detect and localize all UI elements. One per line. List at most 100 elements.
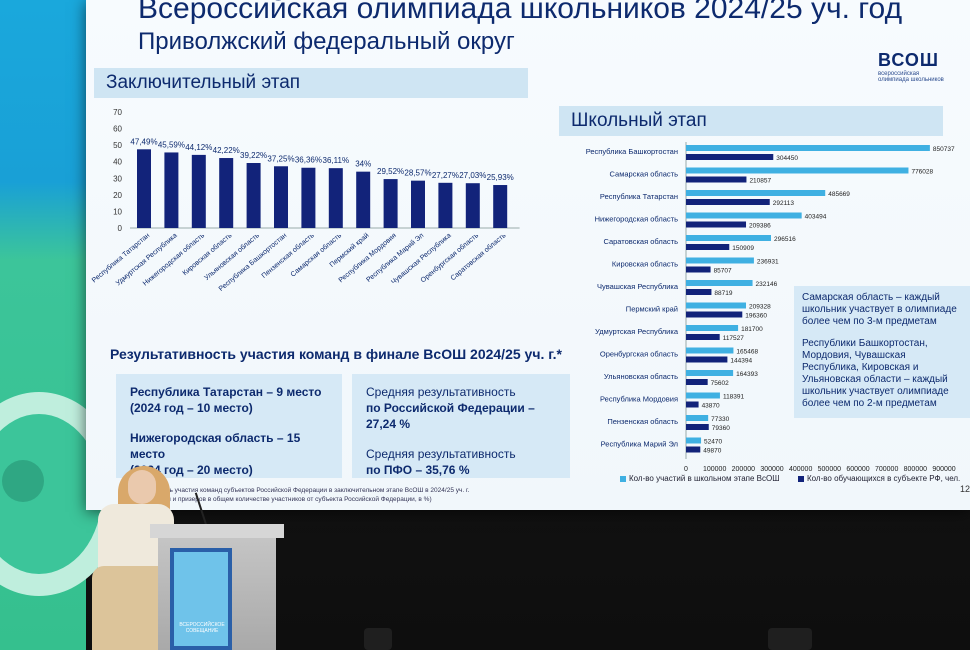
bar bbox=[191, 154, 206, 228]
bar-value-label: 49870 bbox=[703, 448, 721, 455]
bar-value-label: 39,22% bbox=[240, 151, 267, 160]
slide-title: Всероссийская олимпиада школьников 2024/… bbox=[138, 0, 903, 25]
x-tick-label: Самарская область bbox=[289, 231, 343, 278]
bar bbox=[219, 158, 234, 228]
bar bbox=[383, 179, 398, 228]
speaker-face bbox=[128, 470, 156, 504]
bar-value-label: 85707 bbox=[714, 268, 732, 275]
bar bbox=[438, 182, 453, 228]
bar-value-label: 77330 bbox=[711, 416, 729, 423]
bar-value-label: 210857 bbox=[749, 178, 771, 185]
y-tick-label: Удмуртская Республика bbox=[595, 327, 679, 336]
bar-participations bbox=[686, 437, 702, 444]
bar-value-label: 196360 bbox=[745, 313, 767, 320]
bar-value-label: 209328 bbox=[749, 304, 771, 311]
bar-participations bbox=[686, 167, 909, 174]
bar-value-label: 485669 bbox=[828, 191, 850, 198]
school-stage-chart: Республика Башкортостан 850737 304450 Самар… bbox=[586, 142, 956, 472]
footnote: тивность участия команд субъектов Россий… bbox=[146, 486, 576, 504]
bar-value-label: 164393 bbox=[736, 371, 758, 378]
bar-value-label: 181700 bbox=[741, 326, 763, 333]
ranking-line: Нижегородская область – 15 место bbox=[130, 431, 301, 461]
bar-students bbox=[686, 199, 770, 205]
bar-value-label: 296516 bbox=[774, 236, 796, 243]
y-tick-label: 50 bbox=[113, 141, 122, 150]
logo-subtext: всероссийская олимпиада школьников bbox=[878, 71, 944, 83]
bar bbox=[301, 167, 316, 228]
bar-value-label: 29,52% bbox=[377, 167, 404, 176]
y-tick-label: Чувашская Республика bbox=[597, 282, 679, 291]
bar-value-label: 25,93% bbox=[487, 173, 514, 182]
bar-value-label: 47,49% bbox=[130, 137, 157, 146]
bar-students bbox=[686, 176, 747, 183]
y-tick-label: 0 bbox=[118, 224, 123, 233]
bar-value-label: 304450 bbox=[776, 155, 798, 162]
bar bbox=[328, 168, 343, 228]
slide-subtitle: Приволжский федеральный округ bbox=[138, 28, 515, 55]
bar-value-label: 36,11% bbox=[323, 156, 350, 165]
bar-value-label: 45,59% bbox=[158, 140, 185, 149]
ranking-box: Республика Татарстан – 9 место (2024 год… bbox=[116, 374, 342, 478]
bar-students bbox=[686, 356, 728, 363]
x-tick-label: Пензенская область bbox=[260, 231, 316, 280]
y-tick-label: Ульяновская область bbox=[604, 372, 678, 381]
bar-participations bbox=[686, 415, 709, 421]
bar-value-label: 43870 bbox=[702, 403, 720, 410]
legend-item: Кол-во обучающихся в субъекте РФ, чел. bbox=[798, 474, 960, 483]
bar-value-label: 36,36% bbox=[295, 156, 322, 165]
callout-note: Самарская область – каждый школьник учас… bbox=[794, 286, 970, 418]
bar-students bbox=[686, 154, 774, 160]
average-line: по ПФО – 35,76 % bbox=[366, 463, 470, 477]
side-screen-dot bbox=[2, 460, 44, 502]
y-tick-label: 70 bbox=[113, 108, 122, 117]
bar-value-label: 34% bbox=[355, 160, 371, 169]
y-tick-label: 10 bbox=[113, 207, 122, 216]
bar bbox=[274, 166, 288, 228]
presentation-slide: Всероссийская олимпиада школьников 2024/… bbox=[86, 0, 970, 510]
bar-value-label: 44,12% bbox=[185, 143, 212, 152]
bar-value-label: 75602 bbox=[711, 380, 729, 387]
bar-value-label: 37,25% bbox=[267, 154, 294, 163]
seat bbox=[768, 628, 812, 650]
bar-participations bbox=[686, 212, 802, 219]
legend-label: Кол-во обучающихся в субъекте РФ, чел. bbox=[807, 474, 961, 483]
bar-students bbox=[686, 244, 730, 250]
average-line: по Российской Федерации – 27,24 % bbox=[366, 401, 535, 431]
x-tick-label: 900000 bbox=[932, 466, 955, 472]
bar-value-label: 52470 bbox=[704, 439, 722, 446]
bar-participations bbox=[686, 235, 772, 241]
bar-students bbox=[686, 266, 711, 273]
bar-participations bbox=[686, 325, 739, 331]
bar-value-label: 27,27% bbox=[432, 171, 459, 180]
y-tick-label: Республика Башкортостан bbox=[586, 147, 678, 156]
y-tick-label: Пермский край bbox=[626, 305, 678, 314]
bar bbox=[356, 171, 371, 228]
bar-participations bbox=[686, 190, 826, 196]
podium-logo-panel bbox=[170, 548, 232, 650]
bar-students bbox=[686, 289, 712, 295]
x-tick-label: 0 bbox=[684, 466, 688, 472]
bar bbox=[411, 180, 425, 228]
podium-label: ВСЕРОССИЙСКОЕ СОВЕЩАНИЕ bbox=[179, 622, 225, 634]
ranking-line: Республика Татарстан – 9 место bbox=[130, 385, 322, 399]
bar bbox=[465, 183, 480, 228]
bar-participations bbox=[686, 302, 747, 309]
side-screen bbox=[0, 0, 124, 650]
x-tick-label: 100000 bbox=[703, 466, 726, 472]
bar-value-label: 232146 bbox=[756, 281, 778, 288]
y-tick-label: Республика Мордовия bbox=[600, 395, 678, 404]
bar-value-label: 150909 bbox=[732, 245, 754, 252]
bar-students bbox=[686, 221, 747, 228]
callout-paragraph: Республики Башкортостан, Мордовия, Чуваш… bbox=[802, 338, 949, 409]
legend-swatch bbox=[798, 475, 804, 482]
footnote-line: тивность участия команд субъектов Россий… bbox=[146, 487, 470, 494]
podium-top bbox=[150, 524, 284, 538]
y-tick-label: Саратовская область bbox=[603, 237, 678, 246]
x-tick-label: 300000 bbox=[760, 466, 783, 472]
y-tick-label: 40 bbox=[113, 158, 122, 167]
bar-participations bbox=[686, 347, 734, 354]
seat bbox=[364, 628, 392, 650]
bar-value-label: 117527 bbox=[723, 335, 745, 342]
